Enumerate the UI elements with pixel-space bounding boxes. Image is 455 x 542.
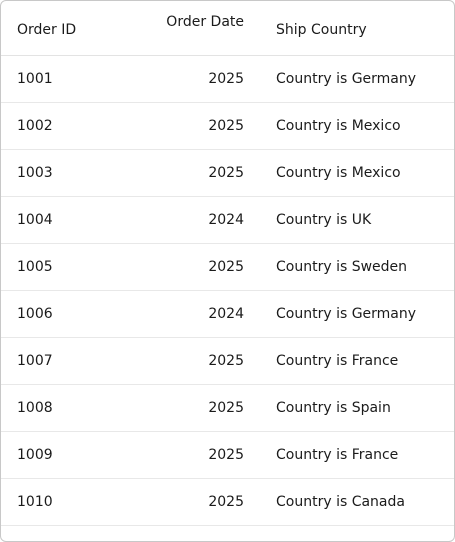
table-row[interactable]: 1003 2025 Country is Mexico bbox=[1, 150, 454, 197]
cell-order-date: 2025 bbox=[208, 165, 244, 181]
table-row[interactable]: 1002 2025 Country is Mexico bbox=[1, 103, 454, 150]
cell-ship-country: Country is UK bbox=[276, 212, 372, 228]
cell-order-date: 2025 bbox=[208, 118, 244, 134]
cell-ship-country: Country is Spain bbox=[276, 400, 391, 416]
cell-order-date: 2025 bbox=[208, 447, 244, 463]
cell-order-id: 1007 bbox=[17, 353, 53, 369]
cell-order-id: 1010 bbox=[17, 494, 53, 510]
table-row[interactable]: 1010 2025 Country is Canada bbox=[1, 479, 454, 526]
cell-order-date: 2025 bbox=[208, 259, 244, 275]
table-row[interactable]: 1005 2025 Country is Sweden bbox=[1, 244, 454, 291]
cell-order-date: 2025 bbox=[208, 353, 244, 369]
cell-order-id: 1002 bbox=[17, 118, 53, 134]
cell-order-date: 2025 bbox=[208, 71, 244, 87]
cell-ship-country: Country is Canada bbox=[276, 494, 405, 510]
cell-order-date: 2024 bbox=[208, 306, 244, 322]
cell-order-date: 2025 bbox=[208, 400, 244, 416]
cell-order-id: 1006 bbox=[17, 306, 53, 322]
grid-body: 1001 2025 Country is Germany 1002 2025 C… bbox=[1, 56, 454, 526]
table-row[interactable]: 1008 2025 Country is Spain bbox=[1, 385, 454, 432]
table-row[interactable]: 1009 2025 Country is France bbox=[1, 432, 454, 479]
column-header-order-id[interactable]: Order ID bbox=[17, 22, 77, 38]
cell-ship-country: Country is Mexico bbox=[276, 165, 401, 181]
cell-ship-country: Country is France bbox=[276, 353, 399, 369]
cell-ship-country: Country is Sweden bbox=[276, 259, 408, 275]
cell-order-date: 2024 bbox=[208, 212, 244, 228]
column-header-ship-country[interactable]: Ship Country bbox=[276, 22, 367, 38]
cell-order-id: 1004 bbox=[17, 212, 53, 228]
cell-order-id: 1005 bbox=[17, 259, 53, 275]
cell-order-date: 2025 bbox=[208, 494, 244, 510]
cell-ship-country: Country is Mexico bbox=[276, 118, 401, 134]
grid-header: Order ID Order Date Ship Country bbox=[1, 1, 454, 56]
column-header-order-date[interactable]: Order Date bbox=[166, 14, 244, 30]
cell-order-id: 1001 bbox=[17, 71, 53, 87]
cell-ship-country: Country is Germany bbox=[276, 71, 417, 87]
cell-order-id: 1003 bbox=[17, 165, 53, 181]
table-row[interactable]: 1006 2024 Country is Germany bbox=[1, 291, 454, 338]
cell-order-id: 1009 bbox=[17, 447, 53, 463]
table-row[interactable]: 1004 2024 Country is UK bbox=[1, 197, 454, 244]
table-row[interactable]: 1001 2025 Country is Germany bbox=[1, 56, 454, 103]
cell-order-id: 1008 bbox=[17, 400, 53, 416]
table-row[interactable]: 1007 2025 Country is France bbox=[1, 338, 454, 385]
cell-ship-country: Country is France bbox=[276, 447, 399, 463]
cell-ship-country: Country is Germany bbox=[276, 306, 417, 322]
